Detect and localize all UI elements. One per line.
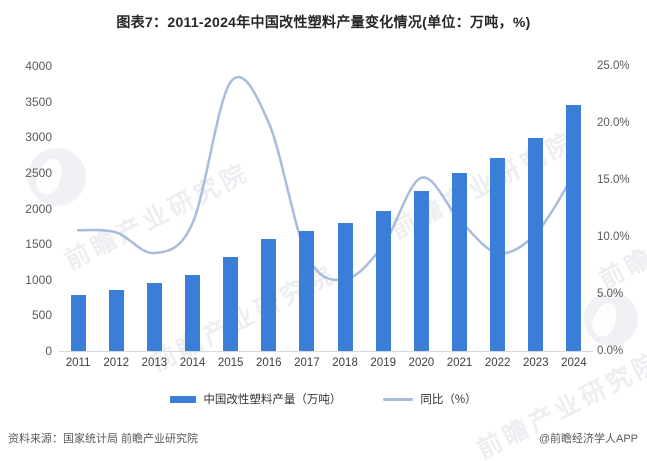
bar-2024 [566, 105, 582, 351]
chart-title: 图表7：2011-2024年中国改性塑料产量变化情况(单位：万吨，%) [116, 14, 531, 30]
credit-text: @前瞻经济学人APP [538, 433, 638, 445]
growth-line [76, 75, 576, 282]
legend-item-growth: 同比（%） [383, 391, 477, 407]
bar-2019 [375, 211, 391, 351]
y-right-tick-label: 10.0% [597, 231, 630, 243]
y-right-tick-label: 15.0% [597, 174, 630, 186]
x-tick-label: 2013 [141, 357, 168, 369]
y-left-tick-label: 4000 [25, 59, 52, 73]
y-left-tick-label: 2500 [25, 165, 52, 180]
x-tick-label: 2014 [179, 357, 206, 369]
y-left-tick-label: 500 [31, 308, 52, 323]
legend-label-production: 中国改性塑料产量（万吨） [203, 394, 342, 406]
bar-2017 [299, 231, 315, 351]
legend-item-production: 中国改性塑料产量（万吨） [170, 391, 341, 407]
x-tick-label: 2012 [103, 357, 129, 369]
x-tick-label: 2024 [561, 357, 587, 369]
x-tick-label: 2017 [294, 357, 320, 369]
x-tick-label: 2023 [522, 357, 549, 369]
y-left-tick-label: 3000 [25, 130, 52, 145]
y-left-tick-label: 1500 [25, 237, 52, 252]
bar-2016 [261, 239, 277, 351]
x-tick-label: 2015 [217, 357, 244, 369]
y-axis-right: 25.0% 20.0% 15.0% 10.0% 5.0% 0.0% [597, 60, 643, 357]
y-left-tick-label: 3500 [25, 94, 52, 109]
bar-2015 [223, 256, 239, 351]
y-left-tick-label: 0 [45, 344, 52, 358]
y-left-tick-label: 1000 [25, 272, 52, 287]
bar-2021 [452, 172, 467, 351]
bar-2020 [413, 190, 429, 351]
bar-2013 [146, 283, 162, 351]
bar-2012 [108, 289, 124, 351]
y-right-tick-label: 5.0% [597, 288, 624, 300]
legend: 中国改性塑料产量（万吨） 同比（%） [0, 391, 647, 407]
line-swatch-icon [383, 397, 414, 401]
bar-2018 [337, 222, 353, 351]
legend-label-growth: 同比（%） [420, 394, 477, 406]
source-text: 资料来源：国家统计局 前瞻产业研究院 [8, 433, 199, 445]
x-tick-label: 2021 [446, 357, 473, 369]
x-tick-label: 2018 [332, 357, 358, 369]
bar-2023 [528, 137, 544, 351]
y-axis-left: 4000 3500 3000 2500 2000 1500 1000 500 0 [8, 60, 52, 357]
plot-area [59, 66, 593, 352]
bar-2011 [70, 294, 86, 351]
x-tick-label: 2016 [255, 357, 282, 369]
x-tick-label: 2019 [370, 357, 396, 369]
footer: 资料来源：国家统计局 前瞻产业研究院 @前瞻经济学人APP [8, 430, 638, 446]
bar-2014 [185, 274, 200, 351]
y-right-tick-label: 0.0% [597, 345, 624, 357]
x-tick-label: 2020 [408, 357, 435, 369]
x-axis: 2011 2012 2013 2014 2015 2016 2017 2018 2019 2020… [59, 357, 593, 373]
x-tick-label: 2011 [65, 357, 91, 369]
y-right-tick-label: 25.0% [597, 60, 630, 72]
bar-swatch-icon [170, 395, 197, 403]
x-tick-label: 2022 [484, 357, 511, 369]
y-right-tick-label: 20.0% [597, 117, 630, 129]
y-left-tick-label: 2000 [25, 201, 52, 216]
bar-2022 [490, 157, 506, 351]
